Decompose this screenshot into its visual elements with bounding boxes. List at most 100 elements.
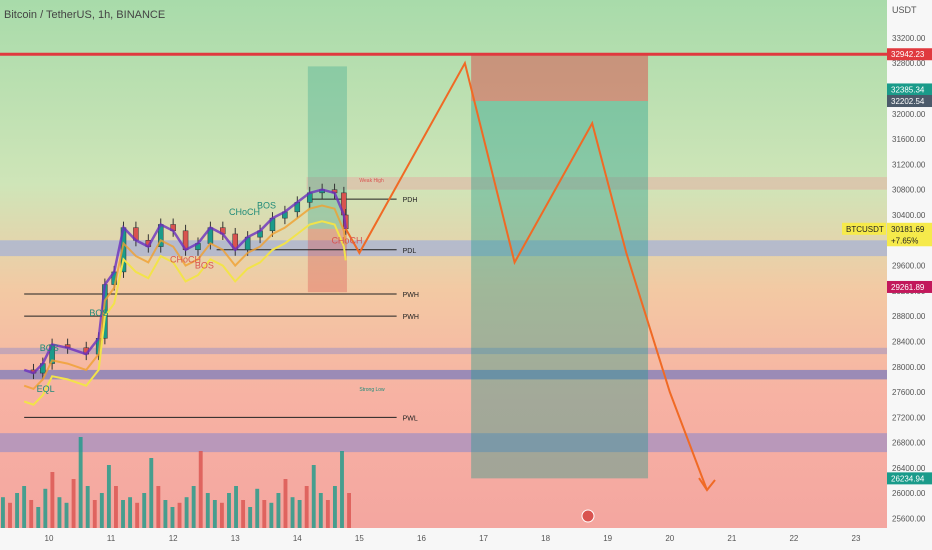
volume-bar — [149, 458, 154, 528]
time-tick: 12 — [169, 534, 178, 543]
volume-bar — [114, 486, 118, 528]
volume-bar — [64, 502, 69, 528]
volume-bar — [340, 451, 344, 528]
volume-bar — [8, 502, 12, 528]
stop-loss-box — [471, 54, 649, 102]
volume-bar — [71, 479, 76, 528]
price-tick: 31200.00 — [892, 160, 926, 169]
price-badge-text: 32942.23 — [891, 50, 925, 59]
ema-mid-line — [23, 204, 347, 391]
level-label: PDL — [403, 248, 417, 255]
demand-zone-3 — [0, 433, 887, 453]
price-badge-text: 29261.89 — [891, 283, 925, 292]
chart-background — [0, 0, 887, 528]
price-tick: 28400.00 — [892, 337, 926, 346]
time-tick: 18 — [541, 534, 550, 543]
pdl-zone — [0, 240, 887, 257]
volume-bar — [219, 502, 224, 528]
volume-bar — [325, 500, 330, 528]
volume-bar — [241, 500, 246, 528]
time-axis[interactable]: 10 11 12 13 14 15 16 17 18 19 20 21 22 23 — [45, 534, 861, 543]
price-badge — [887, 48, 932, 61]
price-badge — [887, 95, 932, 108]
price-tick: 30400.00 — [892, 211, 926, 220]
volume-bar — [99, 493, 104, 528]
price-tick: 26400.00 — [892, 464, 926, 473]
volume-bar — [191, 486, 196, 528]
axis-badges: 32942.23 32385.34 32202.54 30181.69 +7.65% 29… — [581, 48, 932, 523]
volume-bar — [205, 493, 210, 528]
volume-bar — [304, 486, 309, 528]
price-tick: 27200.00 — [892, 413, 926, 422]
structure-label: CHoCH — [331, 235, 362, 245]
projection-arrowhead — [698, 477, 716, 492]
volume-bar — [184, 497, 189, 528]
volume-bar — [248, 507, 253, 528]
volume-bar — [43, 488, 48, 528]
time-tick: 19 — [603, 534, 612, 543]
demand-zone-2 — [0, 369, 887, 380]
price-badge-text: 30181.69 — [891, 225, 925, 234]
price-tick: 32800.00 — [892, 59, 926, 68]
time-tick: 16 — [417, 534, 426, 543]
time-tick: 11 — [107, 534, 116, 543]
volume-bar — [121, 500, 125, 528]
level-label: PWL — [403, 415, 418, 422]
volume-bar — [50, 472, 55, 528]
symbol-badge — [842, 222, 886, 235]
time-tick: 10 — [45, 534, 54, 543]
volume-bar — [1, 497, 5, 528]
weak-high-label: Weak High — [359, 178, 384, 184]
volume-bar — [142, 493, 147, 528]
volume-bar — [227, 493, 231, 528]
volume-bar — [290, 497, 295, 528]
volume-bar — [262, 500, 267, 528]
structure-label: CHoCH — [229, 207, 260, 217]
volume-bar — [198, 451, 203, 528]
volume-bar — [92, 500, 97, 528]
volume-bar — [78, 437, 83, 528]
price-tick: 27600.00 — [892, 388, 926, 397]
price-badge — [887, 83, 932, 96]
volume-bar — [170, 507, 175, 528]
level-label: PWH — [403, 292, 419, 299]
series-layer — [23, 60, 716, 492]
volume-bar — [163, 500, 168, 528]
volume-bar — [15, 493, 20, 528]
structure-label: BOS — [89, 308, 108, 318]
price-tick: 33200.00 — [892, 34, 926, 43]
time-tick: 14 — [293, 534, 302, 543]
volume-bar — [255, 488, 260, 528]
volume-bar — [106, 465, 111, 528]
volume-bar — [85, 486, 90, 528]
volume-bar — [22, 486, 27, 528]
volume-bar — [332, 486, 337, 528]
volume-bar — [57, 497, 62, 528]
time-tick: 23 — [852, 534, 861, 543]
time-tick: 15 — [355, 534, 364, 543]
structure-label: BOS — [257, 201, 276, 211]
price-badge-text: 26234.94 — [891, 474, 925, 483]
chart-title: Bitcoin / TetherUS, 1h, BINANCE — [4, 9, 166, 21]
volume-bar — [318, 493, 323, 528]
price-tick: 26800.00 — [892, 439, 926, 448]
structure-label: BOS — [195, 261, 214, 271]
volume-bar — [135, 502, 140, 528]
take-profit-box — [471, 101, 649, 479]
volume-bar — [311, 465, 316, 528]
price-badge — [887, 234, 932, 247]
price-tick: 32000.00 — [892, 110, 926, 119]
level-label: PWH — [403, 314, 419, 321]
weak-high-zone — [306, 177, 887, 190]
zones-layer — [0, 54, 887, 479]
volume-bar — [276, 493, 281, 528]
strong-low-label: Strong Low — [359, 387, 385, 393]
price-badge — [887, 472, 932, 485]
volume-bar — [283, 479, 288, 528]
volume-bar — [156, 486, 161, 528]
event-flag-icon — [581, 509, 595, 523]
volume-bar — [36, 507, 41, 528]
projection-path — [344, 60, 708, 491]
